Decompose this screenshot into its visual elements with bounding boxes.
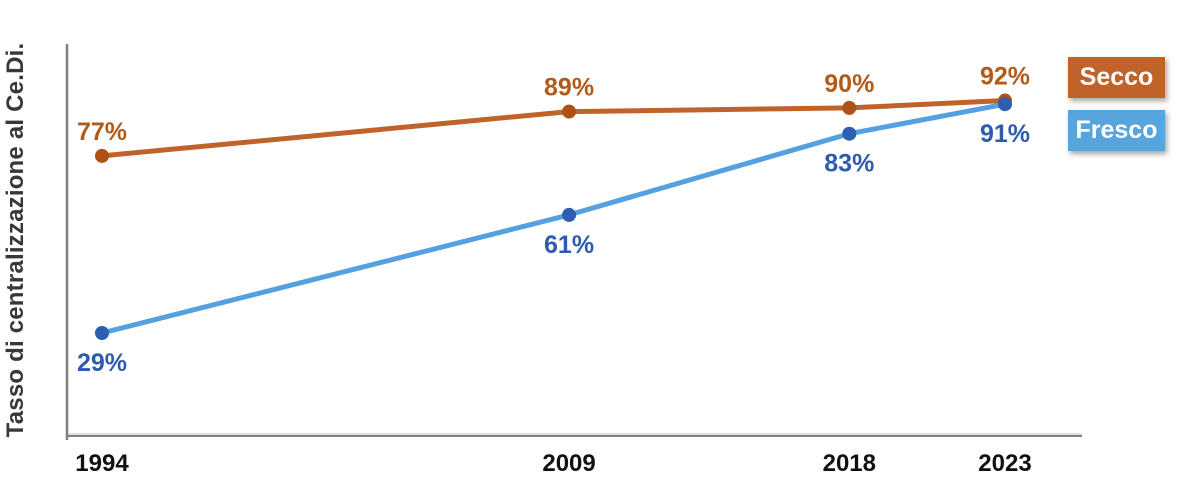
line-fresco <box>99 101 1008 336</box>
x-tick-2009: 2009 <box>542 450 595 477</box>
legend-item-secco: Secco <box>1068 57 1165 98</box>
x-tick-1994: 1994 <box>75 450 129 477</box>
label-secco-1994: 77% <box>77 118 127 146</box>
label-secco-2009: 89% <box>544 74 594 102</box>
point-fresco-2023 <box>998 97 1012 112</box>
x-tick-2023: 2023 <box>978 450 1031 477</box>
legend-label-secco: Secco <box>1079 63 1154 91</box>
legend-item-fresco: Fresco <box>1068 110 1165 151</box>
point-secco-2009 <box>562 104 577 119</box>
point-fresco-2018 <box>842 126 857 141</box>
point-secco-1994 <box>95 148 109 163</box>
legend-label-fresco: Fresco <box>1075 116 1158 144</box>
label-fresco-2023: 91% <box>980 120 1030 148</box>
label-secco-2023: 92% <box>980 63 1030 91</box>
chart-legend: Secco Fresco <box>1068 57 1165 151</box>
point-secco-2018 <box>842 100 857 115</box>
label-secco-2018: 90% <box>824 70 874 98</box>
point-fresco-2009 <box>562 207 577 222</box>
label-fresco-2009: 61% <box>544 231 594 259</box>
line-secco <box>99 98 1008 159</box>
label-fresco-2018: 83% <box>824 150 874 178</box>
label-fresco-1994: 29% <box>77 349 127 377</box>
x-tick-2018: 2018 <box>823 450 876 477</box>
point-fresco-1994 <box>95 325 109 340</box>
